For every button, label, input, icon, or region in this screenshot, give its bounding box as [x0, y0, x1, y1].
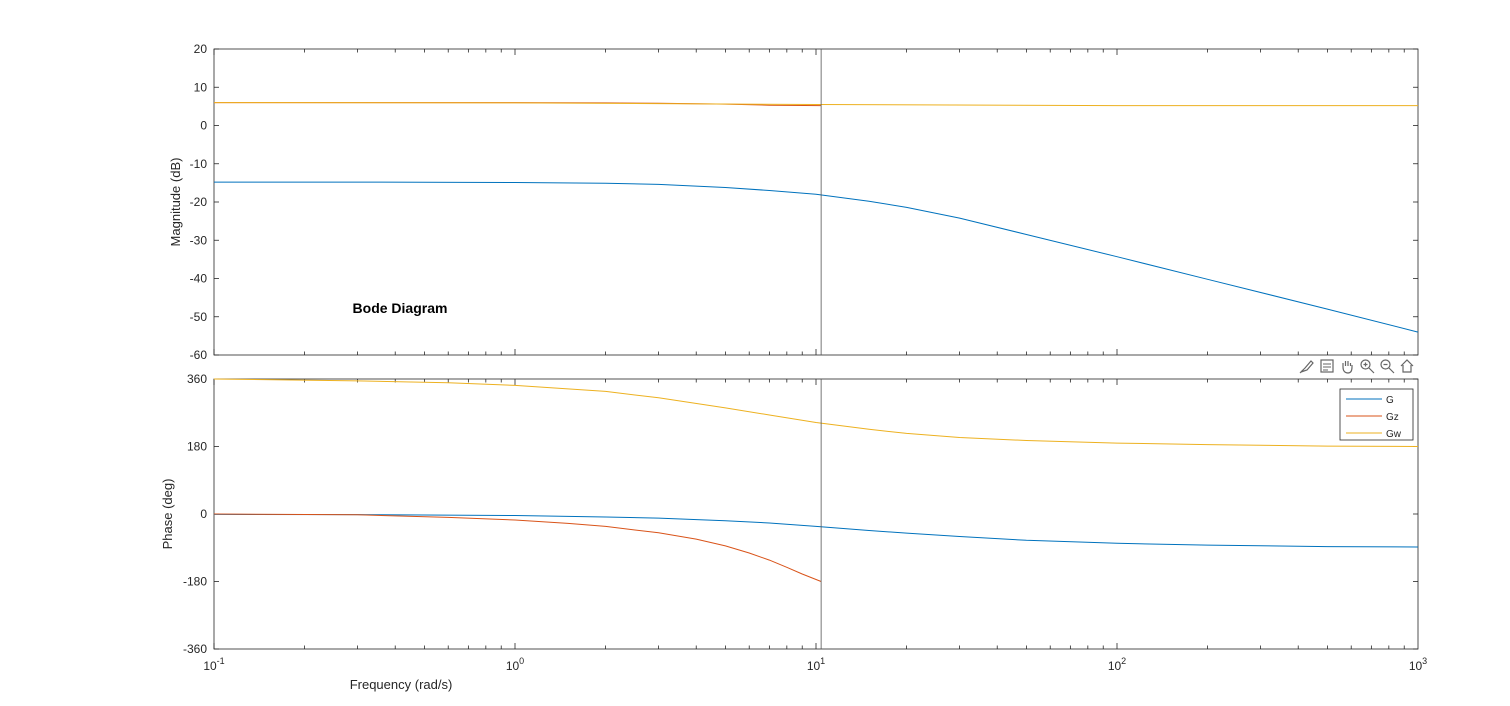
chart-title: Bode Diagram — [353, 300, 448, 316]
series-line-gz — [213, 513, 822, 582]
y-tick-label: 20 — [194, 42, 208, 56]
home-icon[interactable] — [1398, 357, 1416, 375]
x-tick-label: 100 — [506, 656, 524, 673]
magnitude-axes[interactable]: -60 -50 -40 -30 -20 -10 0 10 20 — [190, 42, 1419, 362]
series-line-gw — [213, 378, 1419, 447]
y-tick-label: 0 — [200, 507, 207, 521]
data-tips-icon[interactable] — [1318, 357, 1336, 375]
y-tick-label: -10 — [190, 157, 208, 171]
frequency-axis-label: Frequency (rad/s) — [350, 677, 453, 692]
x-tick-label: 101 — [807, 656, 825, 673]
brush-icon[interactable] — [1298, 357, 1316, 375]
y-tick-label: -40 — [190, 272, 208, 286]
legend-label-gw: Gw — [1386, 429, 1402, 440]
legend-box — [1339, 388, 1414, 441]
axes-toolbar — [1298, 357, 1416, 375]
pan-icon[interactable] — [1338, 357, 1356, 375]
legend-label-gz: Gz — [1386, 412, 1399, 423]
y-tick-label: -360 — [183, 642, 207, 656]
magnitude-axis-label: Magnitude (dB) — [168, 158, 183, 247]
y-tick-label: 0 — [200, 119, 207, 133]
x-tick-label: 102 — [1108, 656, 1126, 673]
y-tick-label: -20 — [190, 195, 208, 209]
series-line-g — [213, 513, 1419, 548]
y-tick-label: 180 — [187, 440, 207, 454]
y-tick-label: 10 — [194, 80, 208, 94]
y-tick-label: -180 — [183, 575, 207, 589]
magnitude-plot-area — [213, 48, 1419, 356]
y-tick-label: -50 — [190, 310, 208, 324]
phase-axis-label: Phase (deg) — [160, 479, 175, 550]
y-tick-label: -30 — [190, 233, 208, 247]
x-tick-label: 103 — [1409, 656, 1427, 673]
series-line-g — [214, 181, 1419, 333]
series-line-gw — [213, 102, 1418, 107]
x-tick-label: 10-1 — [203, 656, 224, 673]
zoom-in-icon[interactable] — [1358, 357, 1376, 375]
legend-label-g: G — [1386, 395, 1394, 406]
legend[interactable]: G Gz Gw — [1339, 388, 1414, 441]
zoom-out-icon[interactable] — [1378, 357, 1396, 375]
y-tick-label: 360 — [187, 372, 207, 386]
phase-plot-area — [213, 378, 1419, 650]
y-tick-label: -60 — [190, 348, 208, 362]
phase-axes[interactable]: -360 -180 0 180 360 — [183, 372, 1419, 656]
